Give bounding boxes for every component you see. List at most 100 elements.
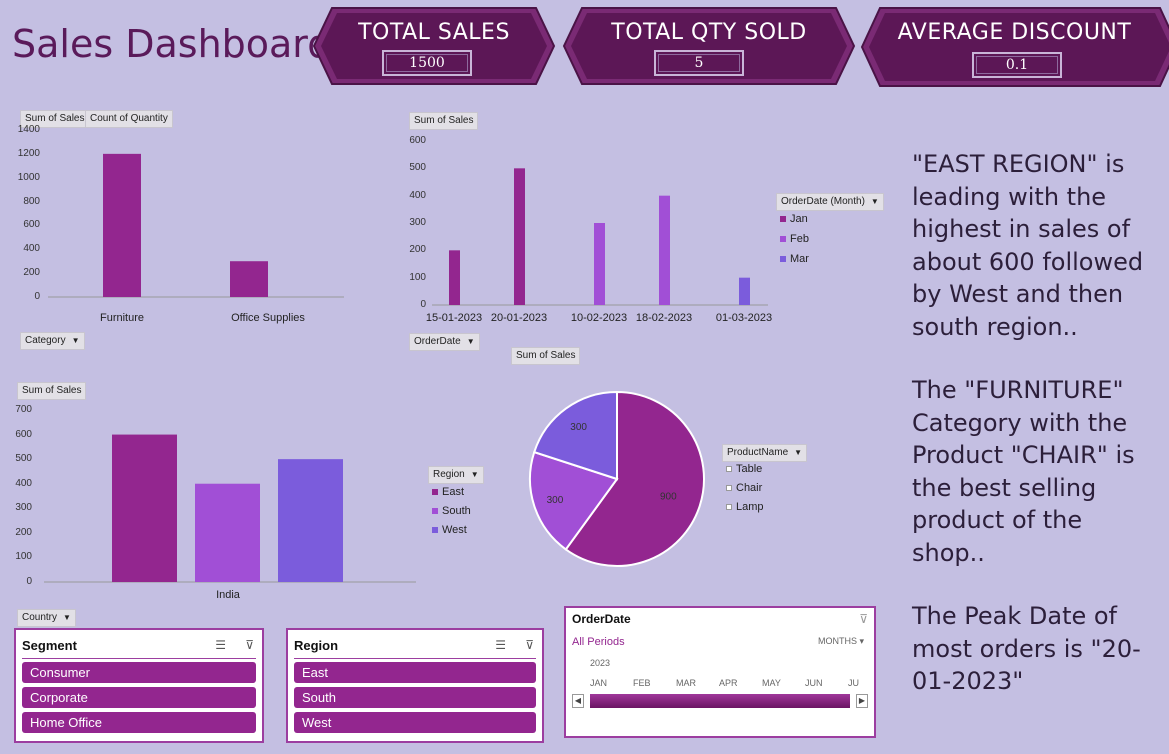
chart-sales-by-orderdate [432, 136, 768, 310]
kpi-average-discount: AVERAGE DISCOUNT 0.1 [860, 6, 1169, 86]
clear-filter-icon[interactable]: ⊽ [859, 612, 868, 626]
slicer-item-south[interactable]: South [294, 687, 536, 708]
legend-button-orderdate-month-label: OrderDate (Month) [781, 196, 865, 207]
legend-label-lamp: Lamp [736, 501, 764, 513]
dashboard-title: Sales Dashboard [12, 22, 331, 66]
legend-label-mar: Mar [790, 253, 809, 265]
kpi-total-sales: TOTAL SALES 1500 [312, 6, 556, 86]
chart1-x-label-furniture: Furniture [82, 312, 162, 324]
legend-item-west: West [432, 524, 467, 536]
clear-filter-icon[interactable]: ⊽ [525, 638, 534, 652]
dropdown-arrow-icon: ▼ [794, 447, 802, 459]
multi-select-icon[interactable]: ☰ [215, 638, 226, 652]
timeline-orderdate: OrderDate ⊽ All Periods MONTHS ▾ 2023 JA… [564, 606, 876, 738]
field-button-sum-of-sales-2[interactable]: Sum of Sales [409, 112, 478, 130]
legend-item-jan: Jan [780, 213, 808, 225]
slicer-item-consumer[interactable]: Consumer [22, 662, 256, 683]
legend-item-east: East [432, 486, 464, 498]
timeline-month-apr[interactable]: APR [719, 678, 738, 688]
axis-button-orderdate[interactable]: OrderDate ▼ [409, 333, 480, 351]
y-tick-label: 0 [2, 576, 32, 587]
y-tick-label: 1200 [10, 148, 40, 159]
slicer-item-home-office[interactable]: Home Office [22, 712, 256, 733]
scroll-left-icon[interactable]: ◀ [572, 694, 584, 708]
scroll-right-icon[interactable]: ▶ [856, 694, 868, 708]
x-tick-label: 20-01-2023 [484, 312, 554, 324]
dropdown-arrow-icon: ▼ [871, 196, 879, 208]
y-tick-label: 400 [396, 190, 426, 201]
insight-east-region: "EAST REGION" is leading with the highes… [912, 148, 1162, 343]
y-tick-label: 600 [396, 135, 426, 146]
x-tick-label: 10-02-2023 [564, 312, 634, 324]
y-tick-label: 500 [396, 162, 426, 173]
axis-button-category[interactable]: Category ▼ [20, 332, 85, 350]
legend-item-south: South [432, 505, 471, 517]
bar-20-01-2023 [514, 168, 525, 305]
slicer-item-east[interactable]: East [294, 662, 536, 683]
field-button-sum-of-sales-3[interactable]: Sum of Sales [17, 382, 86, 400]
timeline-month-jan[interactable]: JAN [590, 678, 607, 688]
multi-select-icon[interactable]: ☰ [495, 638, 506, 652]
legend-item-table: Table [726, 463, 762, 475]
timeline-month-ju[interactable]: JU [848, 678, 859, 688]
slicer-divider [294, 658, 536, 659]
legend-label-south: South [442, 505, 471, 517]
legend-button-productname[interactable]: ProductName ▼ [722, 444, 807, 462]
y-tick-label: 0 [396, 299, 426, 310]
bar-east [112, 435, 177, 582]
bar-10-02-2023 [594, 223, 605, 305]
kpi-total-sales-value: 1500 [382, 50, 472, 76]
legend-label-chair: Chair [736, 482, 762, 494]
kpi-total-qty-value: 5 [654, 50, 744, 76]
chart3-x-label-india: India [198, 589, 258, 601]
y-tick-label: 200 [10, 267, 40, 278]
timeline-title: OrderDate [572, 612, 631, 626]
slicer-item-corporate[interactable]: Corporate [22, 687, 256, 708]
timeline-month-jun[interactable]: JUN [805, 678, 823, 688]
bar-furniture [103, 154, 141, 297]
legend-label-table: Table [736, 463, 762, 475]
y-tick-label: 200 [2, 527, 32, 538]
timeline-selection-bar[interactable] [590, 694, 850, 708]
legend-swatch-west [432, 527, 438, 533]
axis-button-category-label: Category [25, 335, 66, 346]
slicer-item-west[interactable]: West [294, 712, 536, 733]
timeline-month-feb[interactable]: FEB [633, 678, 651, 688]
timeline-month-may[interactable]: MAY [762, 678, 781, 688]
legend-button-region[interactable]: Region ▼ [428, 466, 484, 484]
slicer-segment-title: Segment [22, 638, 77, 653]
bar-south [195, 484, 260, 582]
axis-button-country-label: Country [22, 612, 57, 623]
x-tick-label: 18-02-2023 [629, 312, 699, 324]
dropdown-arrow-icon: ▼ [471, 469, 479, 481]
legend-label-jan: Jan [790, 213, 808, 225]
timeline-month-mar[interactable]: MAR [676, 678, 696, 688]
x-tick-label: 15-01-2023 [419, 312, 489, 324]
field-button-sum-of-sales-4[interactable]: Sum of Sales [511, 347, 580, 365]
y-tick-label: 1400 [10, 124, 40, 135]
legend-label-west: West [442, 524, 467, 536]
chart-sales-by-product: 900 300 300 [522, 385, 712, 575]
insight-peak-date: The Peak Date of most orders is "20-01-2… [912, 600, 1162, 698]
legend-button-orderdate-month[interactable]: OrderDate (Month) ▼ [776, 193, 884, 211]
kpi-total-qty: TOTAL QTY SOLD 5 [562, 6, 856, 86]
legend-swatch-south [432, 508, 438, 514]
y-tick-label: 100 [2, 551, 32, 562]
x-tick-label: 01-03-2023 [709, 312, 779, 324]
legend-item-lamp: Lamp [726, 501, 764, 513]
kpi-total-sales-label: TOTAL SALES [312, 20, 556, 45]
bar-office-supplies [230, 261, 268, 297]
slicer-region: Region ☰ ⊽ East South West [286, 628, 544, 743]
dropdown-arrow-icon: ▼ [63, 612, 71, 624]
field-button-count-of-quantity[interactable]: Count of Quantity [85, 110, 173, 128]
pie-data-label: 300 [570, 422, 587, 433]
slicer-divider [22, 658, 256, 659]
dropdown-arrow-icon: ▼ [467, 336, 475, 348]
timeline-unit-selector[interactable]: MONTHS ▾ [818, 636, 864, 647]
y-tick-label: 1000 [10, 172, 40, 183]
timeline-unit-label: MONTHS [818, 636, 857, 646]
clear-filter-icon[interactable]: ⊽ [245, 638, 254, 652]
axis-button-country[interactable]: Country ▼ [17, 609, 76, 627]
y-tick-label: 300 [396, 217, 426, 228]
dropdown-arrow-icon: ▼ [72, 335, 80, 347]
